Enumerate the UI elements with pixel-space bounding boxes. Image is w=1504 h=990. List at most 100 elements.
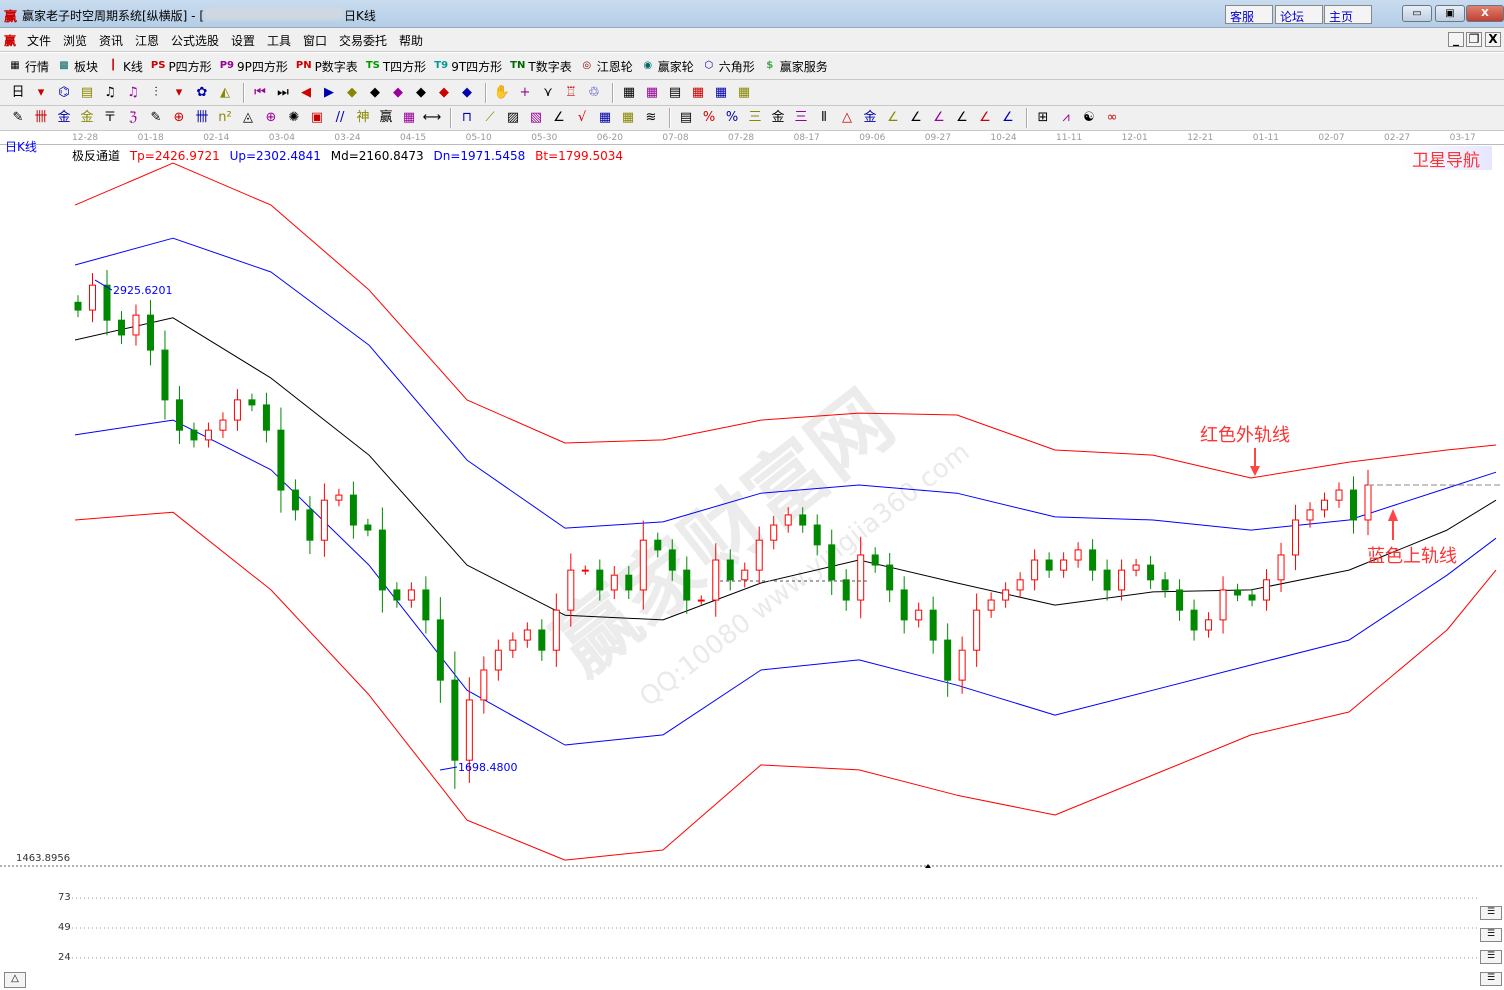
- toolbar-winner-service-button[interactable]: $ 赢家服务: [763, 58, 828, 75]
- close-button[interactable]: X: [1466, 5, 1504, 22]
- tool-icon[interactable]: ▦: [402, 110, 416, 125]
- forum-link[interactable]: 论坛: [1275, 5, 1323, 24]
- tool-icon[interactable]: 卌: [34, 110, 48, 125]
- minimize-button[interactable]: ▭: [1402, 5, 1432, 22]
- toolbar-gann-wheel-button[interactable]: ◎ 江恩轮: [580, 58, 632, 75]
- panel-button[interactable]: ☰: [1480, 928, 1502, 942]
- tool-icon[interactable]: ⏮: [254, 84, 266, 100]
- tool-icon[interactable]: 神: [356, 110, 370, 125]
- toolbar-p-square-button[interactable]: PS P四方形: [151, 58, 212, 75]
- tool-icon[interactable]: 卌: [195, 110, 209, 125]
- satellite-nav-button[interactable]: 卫星导航: [1400, 146, 1492, 171]
- tool-icon[interactable]: ⫴: [821, 110, 827, 125]
- tool-icon[interactable]: ▨: [506, 110, 520, 125]
- tool-icon[interactable]: ☯: [1083, 110, 1095, 125]
- tool-icon[interactable]: ♲: [588, 84, 600, 100]
- tool-icon[interactable]: ♖: [565, 84, 577, 100]
- mdi-close-button[interactable]: X: [1485, 32, 1501, 47]
- tool-icon[interactable]: ◭: [220, 84, 230, 100]
- tool-icon[interactable]: 三: [748, 110, 762, 125]
- tool-icon[interactable]: ✿: [196, 84, 208, 100]
- tool-icon[interactable]: ⊓: [461, 110, 473, 125]
- tool-icon[interactable]: ▦: [691, 84, 705, 100]
- toolbar-p-number-table-button[interactable]: PN P数字表: [296, 58, 358, 75]
- tool-icon[interactable]: %: [702, 110, 716, 125]
- menu-window[interactable]: 窗口: [303, 34, 328, 48]
- panel-button[interactable]: ☰: [1480, 950, 1502, 964]
- tool-icon[interactable]: 金: [863, 110, 877, 125]
- tool-icon[interactable]: ▦: [714, 84, 728, 100]
- tool-icon[interactable]: ⩘: [1062, 110, 1070, 125]
- tool-icon[interactable]: ◆: [393, 84, 403, 100]
- tool-icon[interactable]: ▾: [175, 84, 183, 100]
- tool-icon[interactable]: ⟷: [422, 110, 442, 125]
- tool-icon[interactable]: ◀: [301, 84, 311, 100]
- tool-icon[interactable]: ▦: [598, 110, 612, 125]
- tool-icon[interactable]: ▦: [621, 110, 635, 125]
- panel-button[interactable]: ☰: [1480, 972, 1502, 986]
- tool-icon[interactable]: ⊕: [265, 110, 277, 125]
- tool-icon[interactable]: ∠: [979, 110, 991, 125]
- tool-icon[interactable]: ◆: [439, 84, 449, 100]
- menu-gann[interactable]: 江恩: [135, 34, 160, 48]
- tool-icon[interactable]: ◆: [370, 84, 380, 100]
- menu-file[interactable]: 文件: [27, 34, 52, 48]
- menu-tools[interactable]: 工具: [267, 34, 292, 48]
- toolbar-quotes-button[interactable]: ▦ 行情: [8, 58, 49, 75]
- tool-icon[interactable]: ▤: [80, 84, 94, 100]
- menu-browse[interactable]: 浏览: [63, 34, 88, 48]
- toolbar-9p-square-button[interactable]: P9 9P四方形: [220, 58, 288, 75]
- tool-icon[interactable]: ▦: [645, 84, 659, 100]
- tool-icon[interactable]: ⫶: [154, 84, 158, 100]
- toolbar-t-square-button[interactable]: TS T四方形: [366, 58, 426, 75]
- tool-icon[interactable]: ℨ: [128, 110, 137, 125]
- tool-icon[interactable]: ✋: [493, 84, 511, 100]
- tool-icon[interactable]: ▦: [737, 84, 751, 100]
- expand-panel-button[interactable]: △: [4, 972, 26, 988]
- tool-icon[interactable]: ◆: [416, 84, 426, 100]
- tool-icon[interactable]: ▾: [37, 84, 45, 100]
- tool-icon[interactable]: ✺: [288, 110, 300, 125]
- tool-icon[interactable]: ◆: [347, 84, 357, 100]
- tool-icon[interactable]: 金: [57, 110, 71, 125]
- menu-news[interactable]: 资讯: [99, 34, 124, 48]
- tool-icon[interactable]: ◬: [243, 110, 253, 125]
- panel-button[interactable]: ☰: [1480, 906, 1502, 920]
- tool-icon[interactable]: ▤: [679, 110, 693, 125]
- tool-icon[interactable]: +: [519, 84, 531, 100]
- menu-formula[interactable]: 公式选股: [171, 34, 220, 48]
- menu-trade[interactable]: 交易委托: [339, 34, 388, 48]
- toolbar-9t-square-button[interactable]: T9 9T四方形: [434, 58, 502, 75]
- mdi-restore-button[interactable]: ❐: [1466, 32, 1482, 47]
- tool-icon[interactable]: %: [725, 110, 739, 125]
- tool-icon[interactable]: ♫: [104, 84, 116, 100]
- tool-icon[interactable]: 金: [80, 110, 94, 125]
- toolbar-winner-wheel-button[interactable]: ◉ 赢家轮: [641, 58, 693, 75]
- toolbar-hexagon-button[interactable]: ⬡ 六角形: [702, 58, 754, 75]
- tool-icon[interactable]: ∠: [933, 110, 945, 125]
- tool-icon[interactable]: ∠: [910, 110, 922, 125]
- menu-help[interactable]: 帮助: [399, 34, 424, 48]
- tool-icon[interactable]: ⟋: [485, 110, 495, 125]
- tool-icon[interactable]: ∞: [1106, 110, 1118, 125]
- tool-icon[interactable]: //: [335, 110, 345, 125]
- tool-icon[interactable]: ⊞: [1037, 110, 1049, 125]
- tool-icon[interactable]: ⏭: [277, 84, 289, 100]
- tool-icon[interactable]: ≋: [645, 110, 657, 125]
- tool-icon[interactable]: ✎: [12, 110, 24, 125]
- toolbar-t-number-table-button[interactable]: TN T数字表: [510, 58, 572, 75]
- tool-icon[interactable]: ⌬: [58, 84, 70, 100]
- tool-icon[interactable]: ∠: [956, 110, 968, 125]
- tool-icon[interactable]: ∠: [553, 110, 565, 125]
- tool-icon[interactable]: 三: [794, 110, 808, 125]
- tool-icon[interactable]: ♫: [127, 84, 139, 100]
- tool-icon[interactable]: 赢: [379, 110, 393, 125]
- homepage-link[interactable]: 主页: [1324, 5, 1372, 24]
- tool-icon[interactable]: ✎: [150, 110, 162, 125]
- tool-icon[interactable]: ▣: [310, 110, 324, 125]
- tool-icon[interactable]: 日: [11, 84, 25, 100]
- tool-icon[interactable]: ⊕: [173, 110, 185, 125]
- tool-icon[interactable]: ◆: [462, 84, 472, 100]
- tool-icon[interactable]: √: [577, 110, 587, 125]
